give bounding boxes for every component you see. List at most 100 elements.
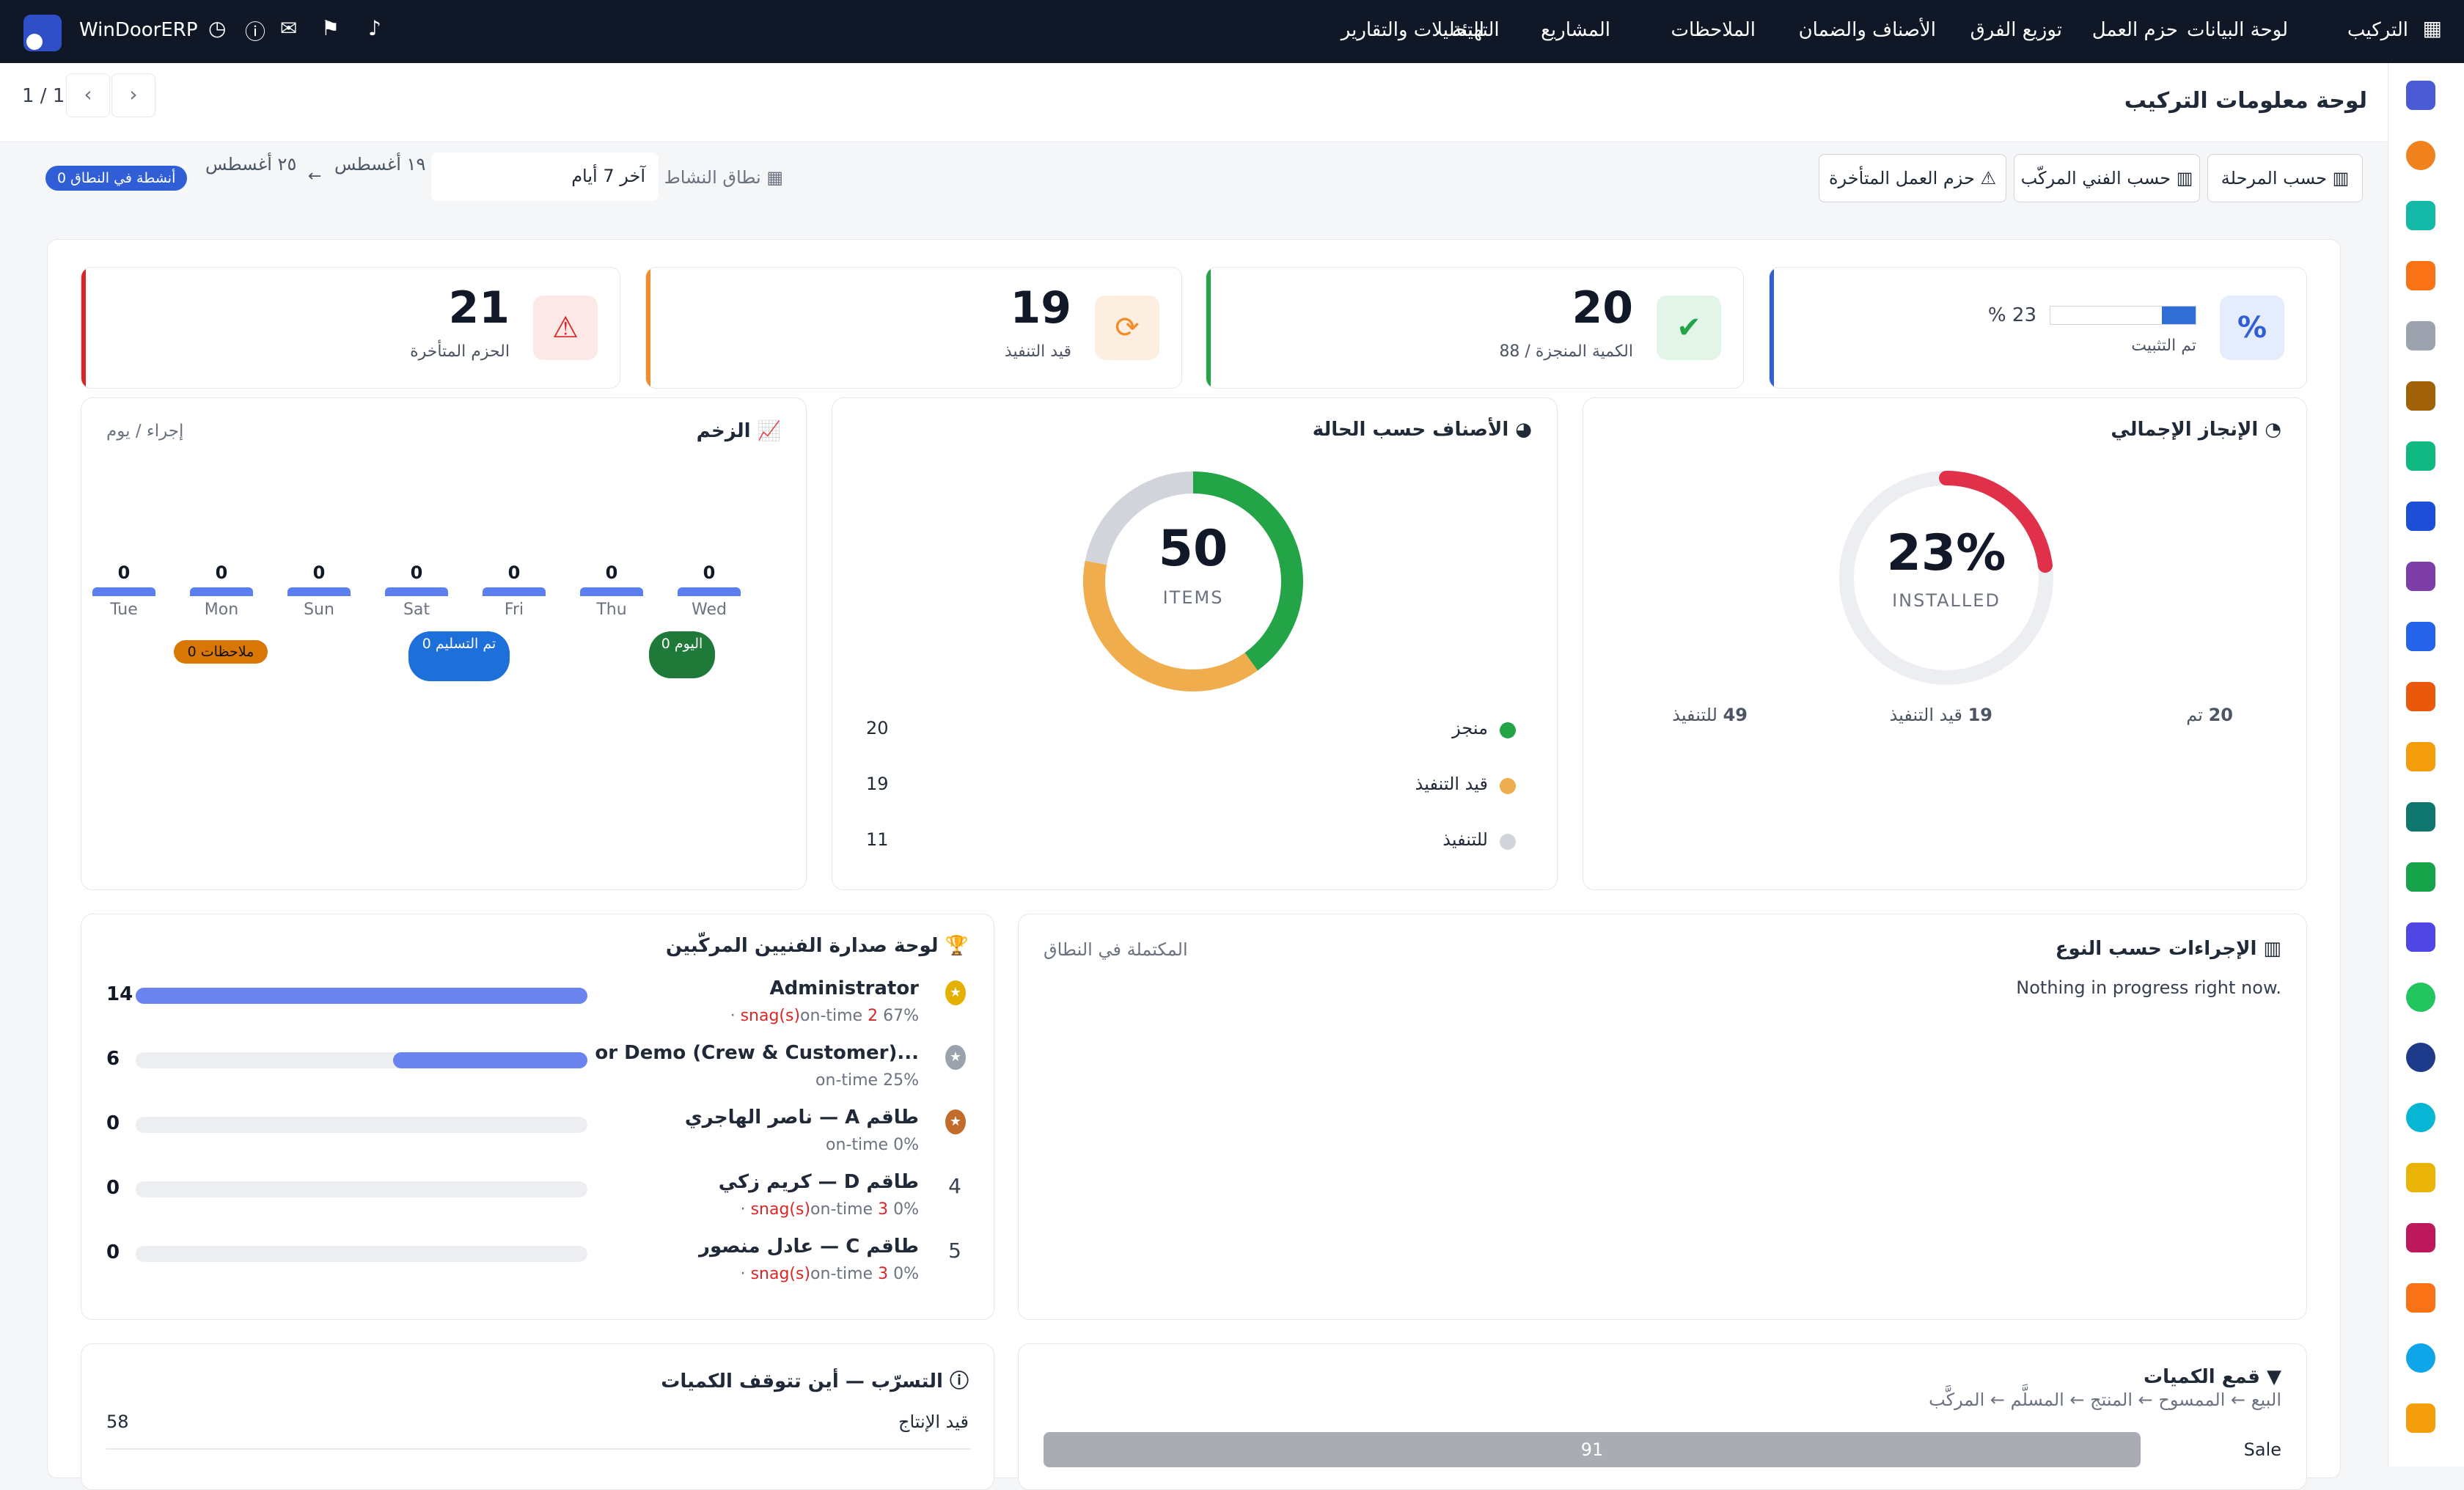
legend-dot-in-progress xyxy=(1500,778,1516,794)
leakage-row-label: قيد الإنتاج xyxy=(898,1412,969,1432)
leaderboard-row: 5 طاقم C — عادل منصور 0% 3 snag(s)on-time … xyxy=(81,1236,995,1294)
kpi-in-progress: ⟳ 19 قيد التنفيذ xyxy=(645,267,1182,389)
app-name[interactable]: WinDoorERP xyxy=(79,19,198,41)
spinner-icon: ⟳ xyxy=(1095,296,1159,360)
installer-stats: 25% on-time xyxy=(815,1071,919,1090)
range-label: ▦ نطاق النشاط xyxy=(664,167,783,188)
chart-icon: ▥ xyxy=(2171,168,2193,188)
app-icon-17[interactable] xyxy=(2406,1043,2435,1072)
leakage-title: ⓘ التسرّب — أين تتوقف الكميات xyxy=(661,1370,969,1392)
nav-projects[interactable]: المشاريع xyxy=(1541,19,1610,41)
actions-type-title: ▥ الإجراءات حسب النوع xyxy=(2055,938,2281,960)
kpi-label: الحزم المتأخرة xyxy=(410,342,510,361)
installer-leaderboard-panel: 🏆 لوحة صدارة الفنيين المركّبين ★ Administ… xyxy=(81,914,994,1320)
momentum-day-value: 0 xyxy=(703,562,716,583)
funnel-row-label: Sale xyxy=(2243,1439,2281,1460)
funnel-title: ▼ قمع الكميات xyxy=(2143,1366,2281,1388)
chat-icon[interactable]: ✉ xyxy=(280,16,298,40)
score-track xyxy=(136,1117,587,1133)
app-icon-8[interactable] xyxy=(2406,502,2435,531)
medal-icon: ★ xyxy=(945,1045,966,1070)
legend-label-done: منجز xyxy=(1452,718,1488,738)
trophy-icon: 🏆 xyxy=(938,935,969,957)
app-icon-19[interactable] xyxy=(2406,1163,2435,1192)
app-icon-13[interactable] xyxy=(2406,802,2435,832)
app-icon-18[interactable] xyxy=(2406,1103,2435,1132)
help-icon[interactable]: ⓘ xyxy=(245,20,266,44)
pager-prev-button[interactable]: ‹ xyxy=(66,73,110,117)
page-title: لوحة معلومات التركيب xyxy=(2124,88,2367,114)
pager-next-button[interactable]: › xyxy=(111,73,155,117)
app-icon-3[interactable] xyxy=(2406,201,2435,230)
app-icon-12[interactable] xyxy=(2406,742,2435,771)
momentum-day-bar xyxy=(678,587,741,596)
megaphone-icon[interactable]: ⚑ xyxy=(321,16,340,40)
app-icon-1[interactable] xyxy=(2406,81,2435,110)
app-icon-20[interactable] xyxy=(2406,1223,2435,1252)
momentum-day-value: 0 xyxy=(312,562,326,583)
apps-grid-icon[interactable]: ▦ xyxy=(2422,16,2442,40)
installer-name: طاقم C — عادل منصور xyxy=(699,1236,919,1258)
app-icon-15[interactable] xyxy=(2406,922,2435,952)
app-icon-14[interactable] xyxy=(2406,862,2435,892)
nav-installation[interactable]: التركيب xyxy=(2347,19,2408,41)
actions-type-subtitle: المكتملة في النطاق xyxy=(1044,939,1188,960)
donut-segment xyxy=(1083,471,1303,691)
pager-value[interactable]: 1 / 1 xyxy=(22,85,65,107)
app-icon-22[interactable] xyxy=(2406,1343,2435,1373)
leaderboard-row: ★ طاقم A — ناصر الهاجري 0% on-time 0 xyxy=(81,1107,995,1165)
overdue-packages-button[interactable]: ⚠ حزم العمل المتأخرة xyxy=(1819,154,2006,202)
app-icon-5[interactable] xyxy=(2406,321,2435,351)
installer-count: 14 xyxy=(106,983,133,1005)
app-icon-16[interactable] xyxy=(2406,983,2435,1012)
momentum-panel: 📈 الزخم إجراء / يوم 0 Wed 0 Thu 0 Fri 0 Sat 0 Sun… xyxy=(81,397,807,890)
gauge-icon: ◔ xyxy=(2258,419,2281,441)
legend-dot-todo xyxy=(1500,834,1516,850)
nav-analytics-reports[interactable]: التحليلات والتقارير xyxy=(1341,19,1484,41)
momentum-day-value: 0 xyxy=(410,562,423,583)
nav-team-distribution[interactable]: توزيع الفرق xyxy=(1970,19,2062,41)
momentum-day-bar xyxy=(580,587,643,596)
app-icon-2[interactable] xyxy=(2406,141,2435,170)
kpi-value: 20 xyxy=(1572,282,1634,334)
momentum-day-value: 0 xyxy=(507,562,521,583)
app-icon-6[interactable] xyxy=(2406,381,2435,411)
kpi-value: 23 % xyxy=(1987,304,2036,326)
by-installer-button[interactable]: ▥ حسب الفني المركّب xyxy=(2014,154,2200,202)
app-logo[interactable] xyxy=(23,15,62,51)
nav-notes[interactable]: الملاحظات xyxy=(1671,19,1756,41)
legend-label-in-progress: قيد التنفيذ xyxy=(1415,774,1488,794)
range-select[interactable]: آخر 7 أيام xyxy=(431,153,659,201)
nav-items-warranty[interactable]: الأصناف والضمان xyxy=(1798,19,1936,41)
overall-stat-todo: 49 للتنفيذ xyxy=(1672,705,1748,725)
leaderboard-row: 4 طاقم D — كريم زكي 0% 3 snag(s)on-time · … xyxy=(81,1171,995,1230)
app-icon-9[interactable] xyxy=(2406,562,2435,591)
app-icon-21[interactable] xyxy=(2406,1283,2435,1313)
rank-number: 5 xyxy=(948,1238,961,1263)
calendar-icon: ▦ xyxy=(760,167,783,188)
app-icon-11[interactable] xyxy=(2406,682,2435,711)
bell-icon[interactable]: ♪ xyxy=(368,16,381,40)
range-arrow: ← xyxy=(308,167,322,186)
app-icon-4[interactable] xyxy=(2406,261,2435,290)
app-icon-23[interactable] xyxy=(2406,1403,2435,1433)
range-select-value: آخر 7 أيام xyxy=(571,166,645,186)
installer-stats: 0% 3 snag(s)on-time · xyxy=(740,1200,919,1219)
actions-type-empty: Nothing in progress right now. xyxy=(2016,977,2281,998)
legend-value-todo: 11 xyxy=(866,829,889,850)
app-icon-7[interactable] xyxy=(2406,441,2435,471)
clock-icon[interactable]: ◷ xyxy=(208,16,227,40)
kpi-value: 21 xyxy=(448,282,510,334)
nav-dashboard[interactable]: لوحة البيانات xyxy=(2186,19,2288,41)
kpi-accent-bar xyxy=(646,268,650,388)
momentum-day-value: 0 xyxy=(605,562,618,583)
quantity-funnel-panel: ▼ قمع الكميات البيع ← الممسوح ← المنتج ←… xyxy=(1018,1343,2307,1490)
funnel-sale-bar: 91 xyxy=(1044,1432,2141,1467)
nav-work-packages[interactable]: حزم العمل xyxy=(2091,19,2178,41)
nav-setup[interactable]: التهيئة xyxy=(1452,19,1500,41)
by-stage-button[interactable]: ▥ حسب المرحلة xyxy=(2207,154,2363,202)
notes-pill: 0 ملاحظات xyxy=(174,640,268,664)
app-icon-10[interactable] xyxy=(2406,622,2435,651)
momentum-title: 📈 الزخم xyxy=(696,420,781,442)
installer-count: 6 xyxy=(106,1048,120,1070)
